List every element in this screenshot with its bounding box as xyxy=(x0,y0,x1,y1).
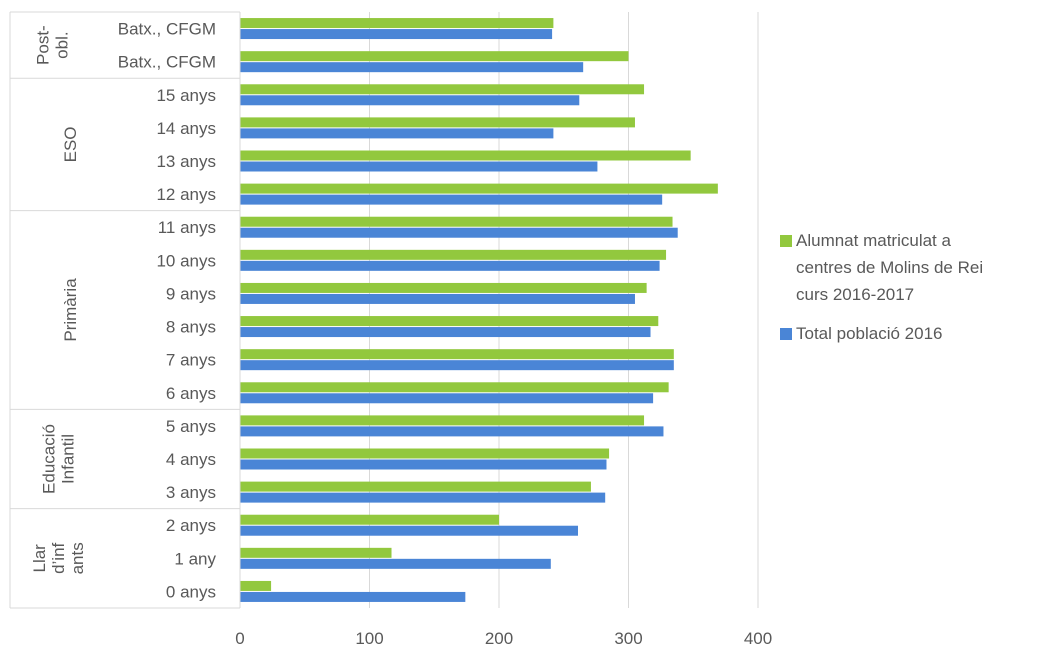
bar-alumnat xyxy=(240,514,499,525)
x-tick-label: 200 xyxy=(485,629,513,648)
bar-poblacio xyxy=(240,260,660,271)
bar-poblacio xyxy=(240,459,607,470)
bar-poblacio xyxy=(240,62,584,73)
legend-label: curs 2016-2017 xyxy=(796,285,914,304)
bar-poblacio xyxy=(240,194,663,205)
y-tick-label: 4 anys xyxy=(166,450,216,469)
bar-poblacio xyxy=(240,161,598,172)
group-label-1: Educació Infantil xyxy=(40,424,78,494)
group-label-line: Llar xyxy=(30,544,49,573)
bar-poblacio xyxy=(240,393,654,404)
y-tick-label: 0 anys xyxy=(166,582,216,601)
bar-alumnat xyxy=(240,448,610,459)
bar-alumnat xyxy=(240,51,629,62)
group-label-line: ESO xyxy=(61,126,80,162)
bar-alumnat xyxy=(240,415,645,426)
x-tick-label: 0 xyxy=(235,629,244,648)
bar-alumnat xyxy=(240,216,673,227)
legend-label: centres de Molins de Rei xyxy=(796,258,983,277)
y-tick-label: 13 anys xyxy=(156,152,216,171)
group-label-line: obl. xyxy=(53,31,72,58)
bar-alumnat xyxy=(240,150,691,161)
bar-alumnat xyxy=(240,18,554,29)
bar-alumnat xyxy=(240,316,659,327)
bar-poblacio xyxy=(240,293,635,304)
group-label-4: Post-obl. xyxy=(34,25,72,65)
y-tick-label: Batx., CFGM xyxy=(118,20,216,39)
group-label-2: Primària xyxy=(61,278,80,342)
group-label-line: ants xyxy=(68,542,87,574)
y-tick-label: 8 anys xyxy=(166,318,216,337)
legend: Alumnat matriculat a centres de Molins de… xyxy=(780,231,983,343)
y-tick-label: 7 anys xyxy=(166,351,216,370)
bar-poblacio xyxy=(240,525,578,536)
x-tick-label: 400 xyxy=(744,629,772,648)
legend-swatch xyxy=(780,235,792,247)
bar-alumnat xyxy=(240,117,635,128)
group-label-3: ESO xyxy=(61,126,80,162)
y-tick-label: 15 anys xyxy=(156,86,216,105)
group-label-0: Llar d’inf ants xyxy=(30,542,87,574)
bar-poblacio xyxy=(240,29,553,40)
x-tick-label: 100 xyxy=(355,629,383,648)
x-tick-label: 300 xyxy=(614,629,642,648)
group-label-line: Infantil xyxy=(59,434,78,484)
bar-poblacio xyxy=(240,360,674,371)
y-tick-label: 10 anys xyxy=(156,251,216,270)
bar-alumnat xyxy=(240,481,591,492)
legend-label: Total població 2016 xyxy=(796,324,943,343)
y-tick-label: 14 anys xyxy=(156,119,216,138)
y-tick-label: 2 anys xyxy=(166,516,216,535)
bar-poblacio xyxy=(240,128,554,139)
group-label-line: Primària xyxy=(61,278,80,342)
bar-alumnat xyxy=(240,84,645,95)
bar-poblacio xyxy=(240,95,580,106)
bars xyxy=(240,18,718,602)
x-axis-tick-labels: 0 100 200 300 400 xyxy=(235,629,772,648)
y-tick-label: 1 any xyxy=(174,549,216,568)
legend-label: Alumnat matriculat a xyxy=(796,231,951,250)
bar-alumnat xyxy=(240,249,667,260)
group-label-line: Post- xyxy=(34,25,53,65)
bar-alumnat xyxy=(240,382,669,393)
y-tick-label: 12 anys xyxy=(156,185,216,204)
grid-lines xyxy=(369,12,759,608)
y-tick-label: 6 anys xyxy=(166,384,216,403)
bar-poblacio xyxy=(240,492,606,503)
y-tick-label: 11 anys xyxy=(158,218,216,237)
y-tick-label: 3 anys xyxy=(166,483,216,502)
bar-poblacio xyxy=(240,591,466,602)
bar-alumnat xyxy=(240,349,674,360)
group-label-line: Educació xyxy=(40,424,59,494)
bar-alumnat xyxy=(240,547,392,558)
y-tick-label: 9 anys xyxy=(166,284,216,303)
legend-swatch xyxy=(780,328,792,340)
bar-poblacio xyxy=(240,558,551,569)
bar-alumnat xyxy=(240,282,647,293)
group-label-line: d’inf xyxy=(49,542,68,573)
bar-poblacio xyxy=(240,227,678,238)
bar-alumnat xyxy=(240,580,272,591)
y-axis-tick-labels: 0 anys 1 any 2 anys 3 anys 4 anys 5 anys 6 any… xyxy=(118,20,217,602)
y-tick-label: Batx., CFGM xyxy=(118,53,216,72)
category-groups: Llar d’inf ants Educació Infantil Primària ESO… xyxy=(9,11,240,609)
bar-poblacio xyxy=(240,426,664,437)
bar-alumnat xyxy=(240,183,718,194)
bar-poblacio xyxy=(240,327,651,338)
y-tick-label: 5 anys xyxy=(166,417,216,436)
